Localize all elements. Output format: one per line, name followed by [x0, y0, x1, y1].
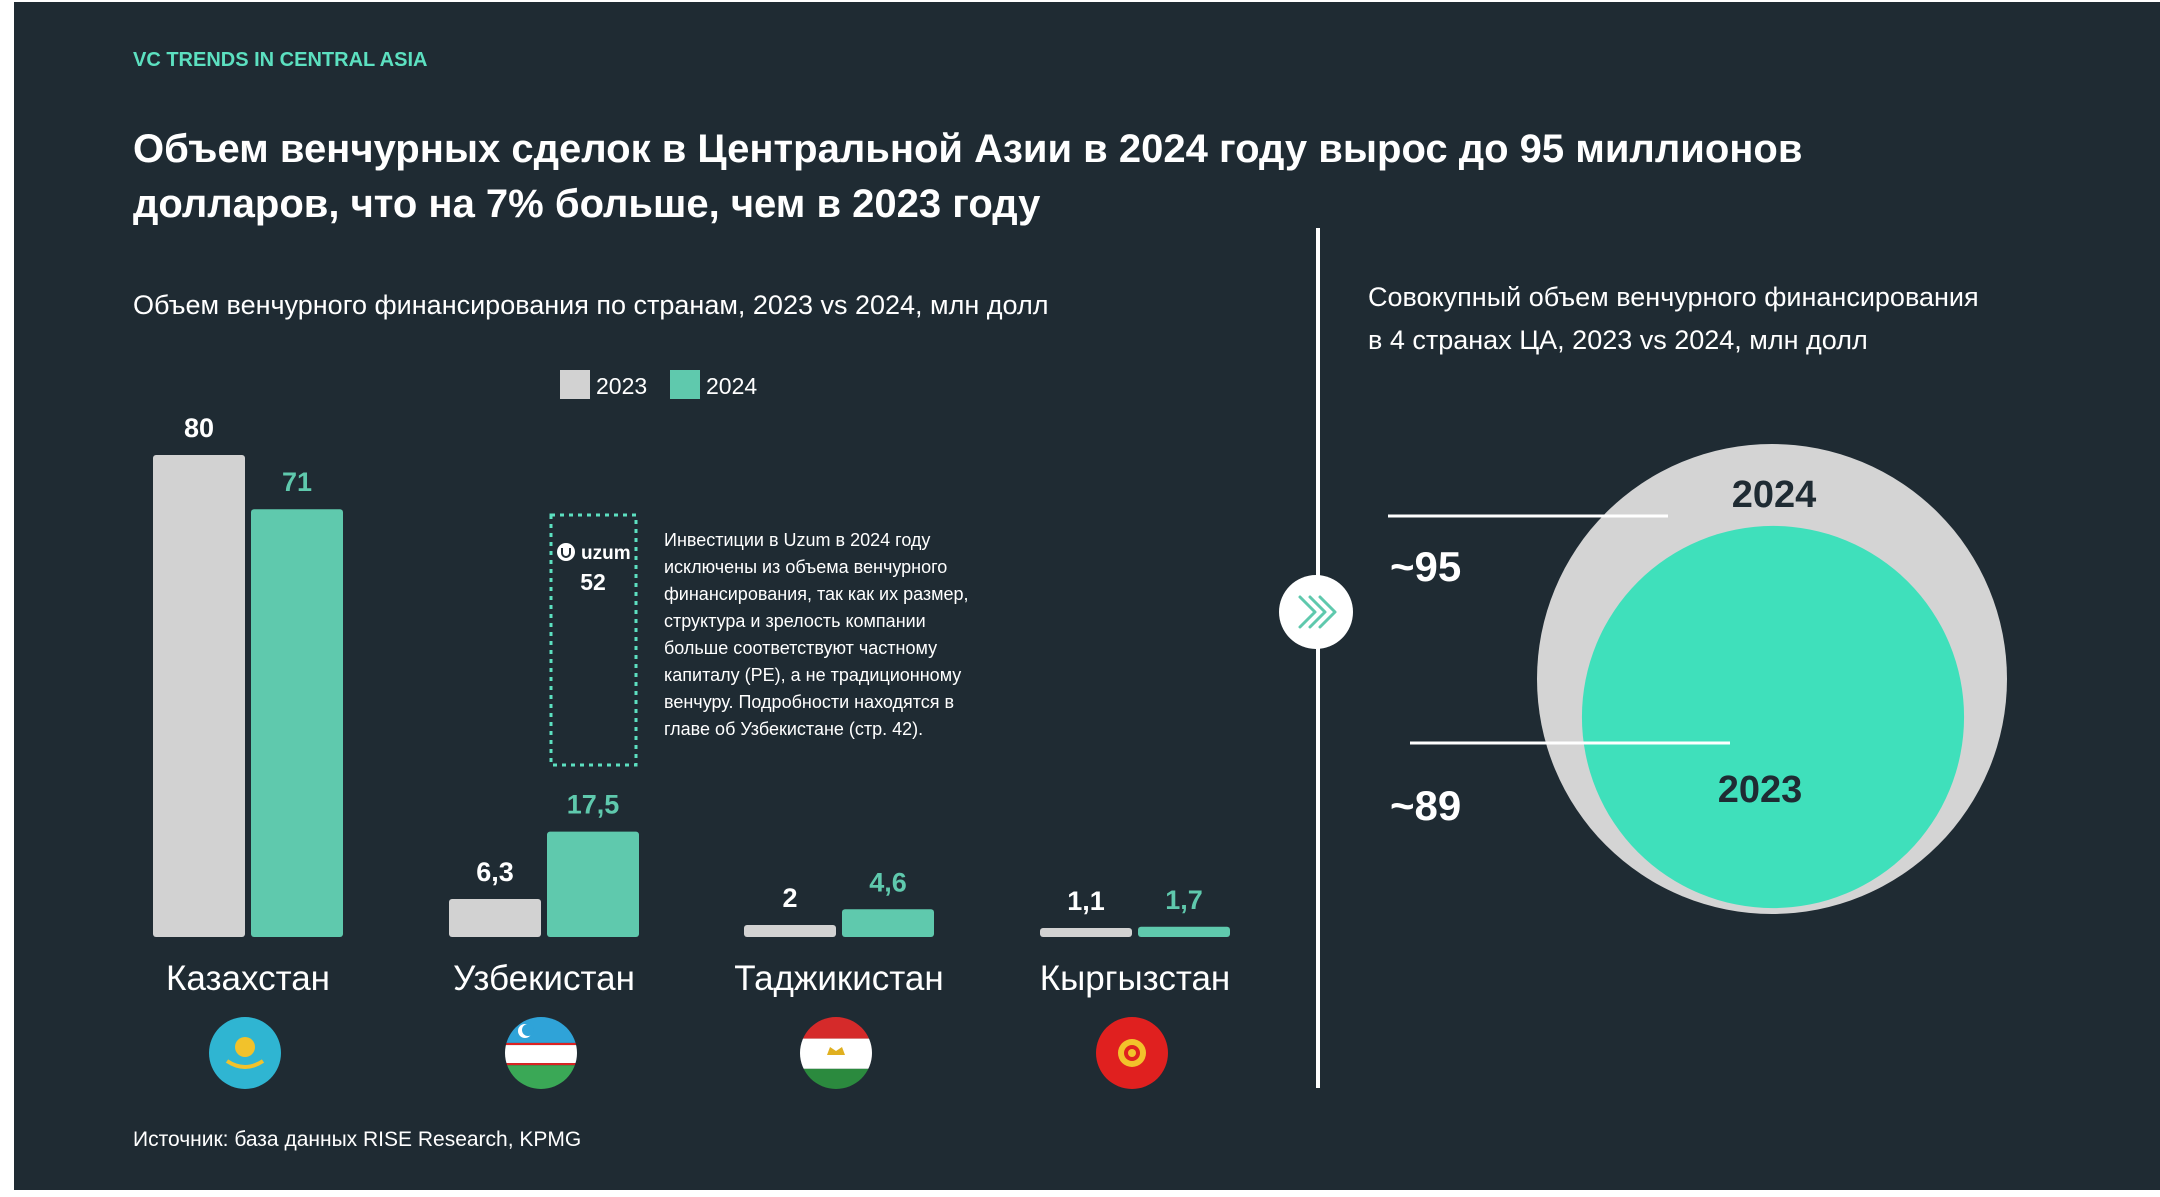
uzum-note-line: структура и зрелость компании: [664, 611, 926, 631]
country-label-1: Узбекистан: [453, 959, 635, 998]
circle-label-2024: 2024: [1732, 474, 1817, 516]
bar-value-label-2024-0: 71: [282, 467, 312, 497]
bar-2023-2: [744, 924, 836, 937]
bar-2024-1: [547, 831, 639, 937]
uzum-note-line: больше соответствуют частному: [664, 638, 937, 658]
uzum-note-line: исключены из объема венчурного: [664, 557, 947, 577]
legend-label-2023: 2023: [596, 373, 647, 399]
total-value-2024: ~95: [1390, 543, 1461, 590]
uzum-note-text: Инвестиции в Uzum в 2024 году исключены и…: [664, 530, 969, 739]
legend-label-2024: 2024: [706, 373, 757, 399]
bar-value-label-2024-3: 1,7: [1165, 885, 1203, 915]
uzum-note-line: финансирования, так как их размер,: [664, 584, 969, 604]
total-funding-circles: Совокупный объем венчурного финансирован…: [1368, 282, 2007, 914]
bar-value-label-2024-1: 17,5: [567, 790, 620, 820]
bar-value-label-2023-3: 1,1: [1067, 886, 1105, 916]
bar-2023-1: [449, 899, 541, 937]
uzum-excluded-bar-outline: [549, 513, 638, 767]
chevrons-right-icon: [1279, 575, 1353, 649]
uzum-note-line: капиталу (PE), а не традиционному: [664, 665, 961, 685]
bar-2024-0: [251, 509, 343, 937]
uzum-exclusion-callout: uzum 52 Инвестиции в Uzum в 2024 году иск…: [549, 513, 969, 767]
bar-2023-3: [1040, 928, 1132, 937]
circles-title-line-1: Совокупный объем венчурного финансирован…: [1368, 282, 1979, 312]
legend-swatch-2024: [670, 370, 700, 399]
source-note: Источник: база данных RISE Research, KPM…: [133, 1128, 581, 1151]
country-label-2: Таджикистан: [734, 959, 943, 998]
headline-line-1: Объем венчурных сделок в Центральной Ази…: [133, 127, 1802, 171]
bar-2023-0: [153, 455, 245, 937]
circle-2023: [1581, 525, 1965, 909]
bar-value-label-2024-2: 4,6: [869, 867, 907, 897]
uzum-note-line: Инвестиции в Uzum в 2024 году: [664, 530, 930, 550]
uzum-note-line: венчуру. Подробности находятся в: [664, 692, 954, 712]
legend-swatch-2023: [560, 370, 590, 399]
country-labels: Казахстан Узбекистан Таджикистан Кыргызстан: [166, 959, 1230, 998]
bar-value-label-2023-1: 6,3: [476, 857, 514, 887]
bar-chart-by-country: Объем венчурного финансирования по стран…: [133, 290, 1230, 1089]
kicker-label: VC TRENDS IN CENTRAL ASIA: [133, 49, 427, 71]
bar-value-label-2023-0: 80: [184, 413, 214, 443]
uzbekistan-flag-icon: [505, 1017, 577, 1089]
bar-value-label-2023-2: 2: [782, 883, 797, 913]
circle-label-2023: 2023: [1718, 769, 1803, 811]
kazakhstan-flag-icon: [209, 1017, 281, 1089]
chart-legend: 2023 2024: [560, 370, 757, 399]
bar-marks: 80 6,3 2 1,1 71 17,5 4,6 1,7: [153, 413, 1230, 937]
headline-line-2: долларов, что на 7% больше, чем в 2023 г…: [133, 182, 1041, 226]
circles-title-line-2: в 4 странах ЦА, 2023 vs 2024, млн долл: [1368, 325, 1868, 355]
country-flags: [209, 1017, 1168, 1089]
bar-2024-3: [1138, 926, 1230, 937]
country-label-0: Казахстан: [166, 959, 330, 998]
bar-chart-title: Объем венчурного финансирования по стран…: [133, 290, 1048, 320]
uzum-note-line: главе об Узбекистане (стр. 42).: [664, 719, 923, 739]
uzum-excluded-value: 52: [580, 569, 606, 595]
uzum-logo-text: uzum: [581, 543, 631, 564]
total-value-2023: ~89: [1390, 782, 1461, 829]
uzum-logo: uzum: [557, 543, 631, 564]
country-label-3: Кыргызстан: [1040, 959, 1231, 998]
tajikistan-flag-icon: [800, 1017, 872, 1089]
kyrgyzstan-flag-icon: [1096, 1017, 1168, 1089]
bar-2024-2: [842, 909, 934, 937]
